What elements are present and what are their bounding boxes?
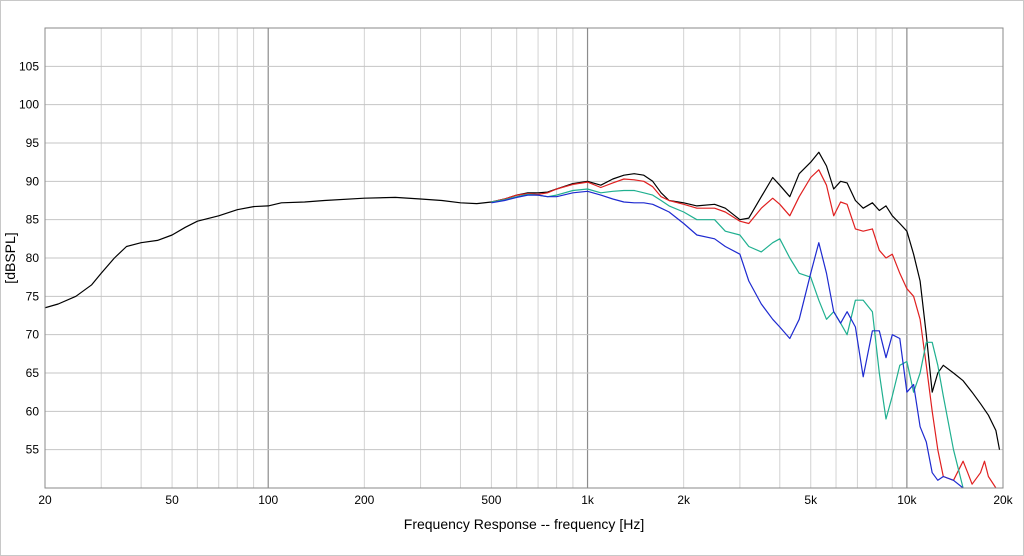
y-tick-label: 70 (26, 328, 40, 342)
series-line-4 (491, 190, 964, 488)
y-tick-label: 65 (26, 366, 40, 380)
x-tick-label: 20k (993, 493, 1013, 507)
x-tick-label: 10k (897, 493, 917, 507)
x-tick-label: 200 (354, 493, 374, 507)
x-axis-label: Frequency Response -- frequency [Hz] (404, 516, 644, 532)
y-tick-labels: 55 60 65 70 75 80 85 90 95 100 105 (19, 59, 39, 456)
x-tick-label: 500 (481, 493, 501, 507)
plot-area-border (44, 27, 1004, 489)
series-line-3 (491, 188, 964, 488)
x-tick-labels: 20 50 100 200 500 1k 2k 5k 10k 20k (38, 493, 1013, 507)
y-axis-label: [dBSPL] (2, 232, 18, 283)
y-tick-label: 75 (26, 289, 40, 303)
x-tick-label: 100 (258, 493, 278, 507)
x-tick-label: 50 (165, 493, 179, 507)
y-tick-label: 105 (19, 59, 39, 73)
grid (45, 28, 1003, 488)
x-tick-label: 2k (677, 493, 691, 507)
y-tick-label: 90 (26, 174, 40, 188)
series-line-1 (45, 151, 1001, 450)
y-tick-label: 55 (26, 443, 40, 457)
y-tick-label: 80 (26, 251, 40, 265)
x-tick-label: 1k (581, 493, 595, 507)
series-line-2 (491, 169, 997, 488)
x-tick-label: 20 (38, 493, 52, 507)
y-tick-label: 95 (26, 136, 40, 150)
y-tick-label: 100 (19, 98, 39, 112)
x-tick-label: 5k (804, 493, 818, 507)
y-tick-label: 60 (26, 404, 40, 418)
y-tick-label: 85 (26, 213, 40, 227)
series-group (45, 151, 1001, 488)
